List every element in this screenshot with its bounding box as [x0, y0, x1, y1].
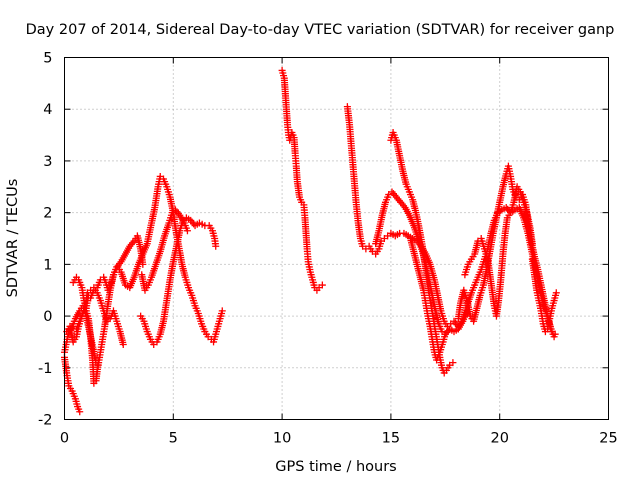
series-track — [278, 66, 326, 294]
y-tick-label: 3 — [43, 154, 52, 170]
y-tick-label: 4 — [43, 102, 52, 118]
data-point — [318, 281, 326, 289]
series-track — [68, 232, 147, 369]
series-track — [138, 206, 191, 294]
data-point — [139, 260, 147, 268]
x-tick-label: 15 — [382, 431, 400, 447]
y-tick-label: -1 — [38, 361, 52, 377]
x-tick-label: 0 — [60, 431, 69, 447]
x-tick-label: 5 — [169, 431, 178, 447]
series-track — [406, 235, 449, 364]
data-point — [552, 289, 560, 297]
x-tick-label: 10 — [273, 431, 291, 447]
y-tick-label: 5 — [43, 51, 52, 67]
series-track — [137, 214, 220, 349]
data-point — [76, 408, 84, 416]
series-track — [387, 128, 457, 377]
y-tick-label: 2 — [43, 206, 52, 222]
chart-title: Day 207 of 2014, Sidereal Day-to-day VTE… — [26, 22, 615, 38]
tick-labels: 0 5 10 15 20 25 -2 -1 0 1 2 3 4 5 — [38, 51, 618, 447]
grid-lines — [64, 57, 609, 420]
data-point — [550, 333, 558, 341]
data-point — [119, 341, 127, 349]
data-point — [528, 240, 536, 248]
series-track — [528, 255, 560, 336]
data-point — [441, 330, 449, 338]
data-point — [449, 359, 457, 367]
y-tick-label: -2 — [38, 413, 52, 429]
series-track — [461, 183, 536, 320]
y-tick-label: 1 — [43, 257, 52, 273]
data-point — [218, 307, 226, 315]
data-point — [212, 242, 220, 250]
plot-frame — [64, 57, 609, 420]
data-marks — [61, 66, 560, 416]
x-tick-label: 20 — [490, 431, 508, 447]
y-tick-label: 0 — [43, 309, 52, 325]
x-tick-label: 25 — [599, 431, 617, 447]
y-axis-label: SDTVAR / TECUs — [5, 179, 21, 298]
data-point — [183, 227, 191, 235]
x-axis-label: GPS time / hours — [275, 459, 396, 475]
